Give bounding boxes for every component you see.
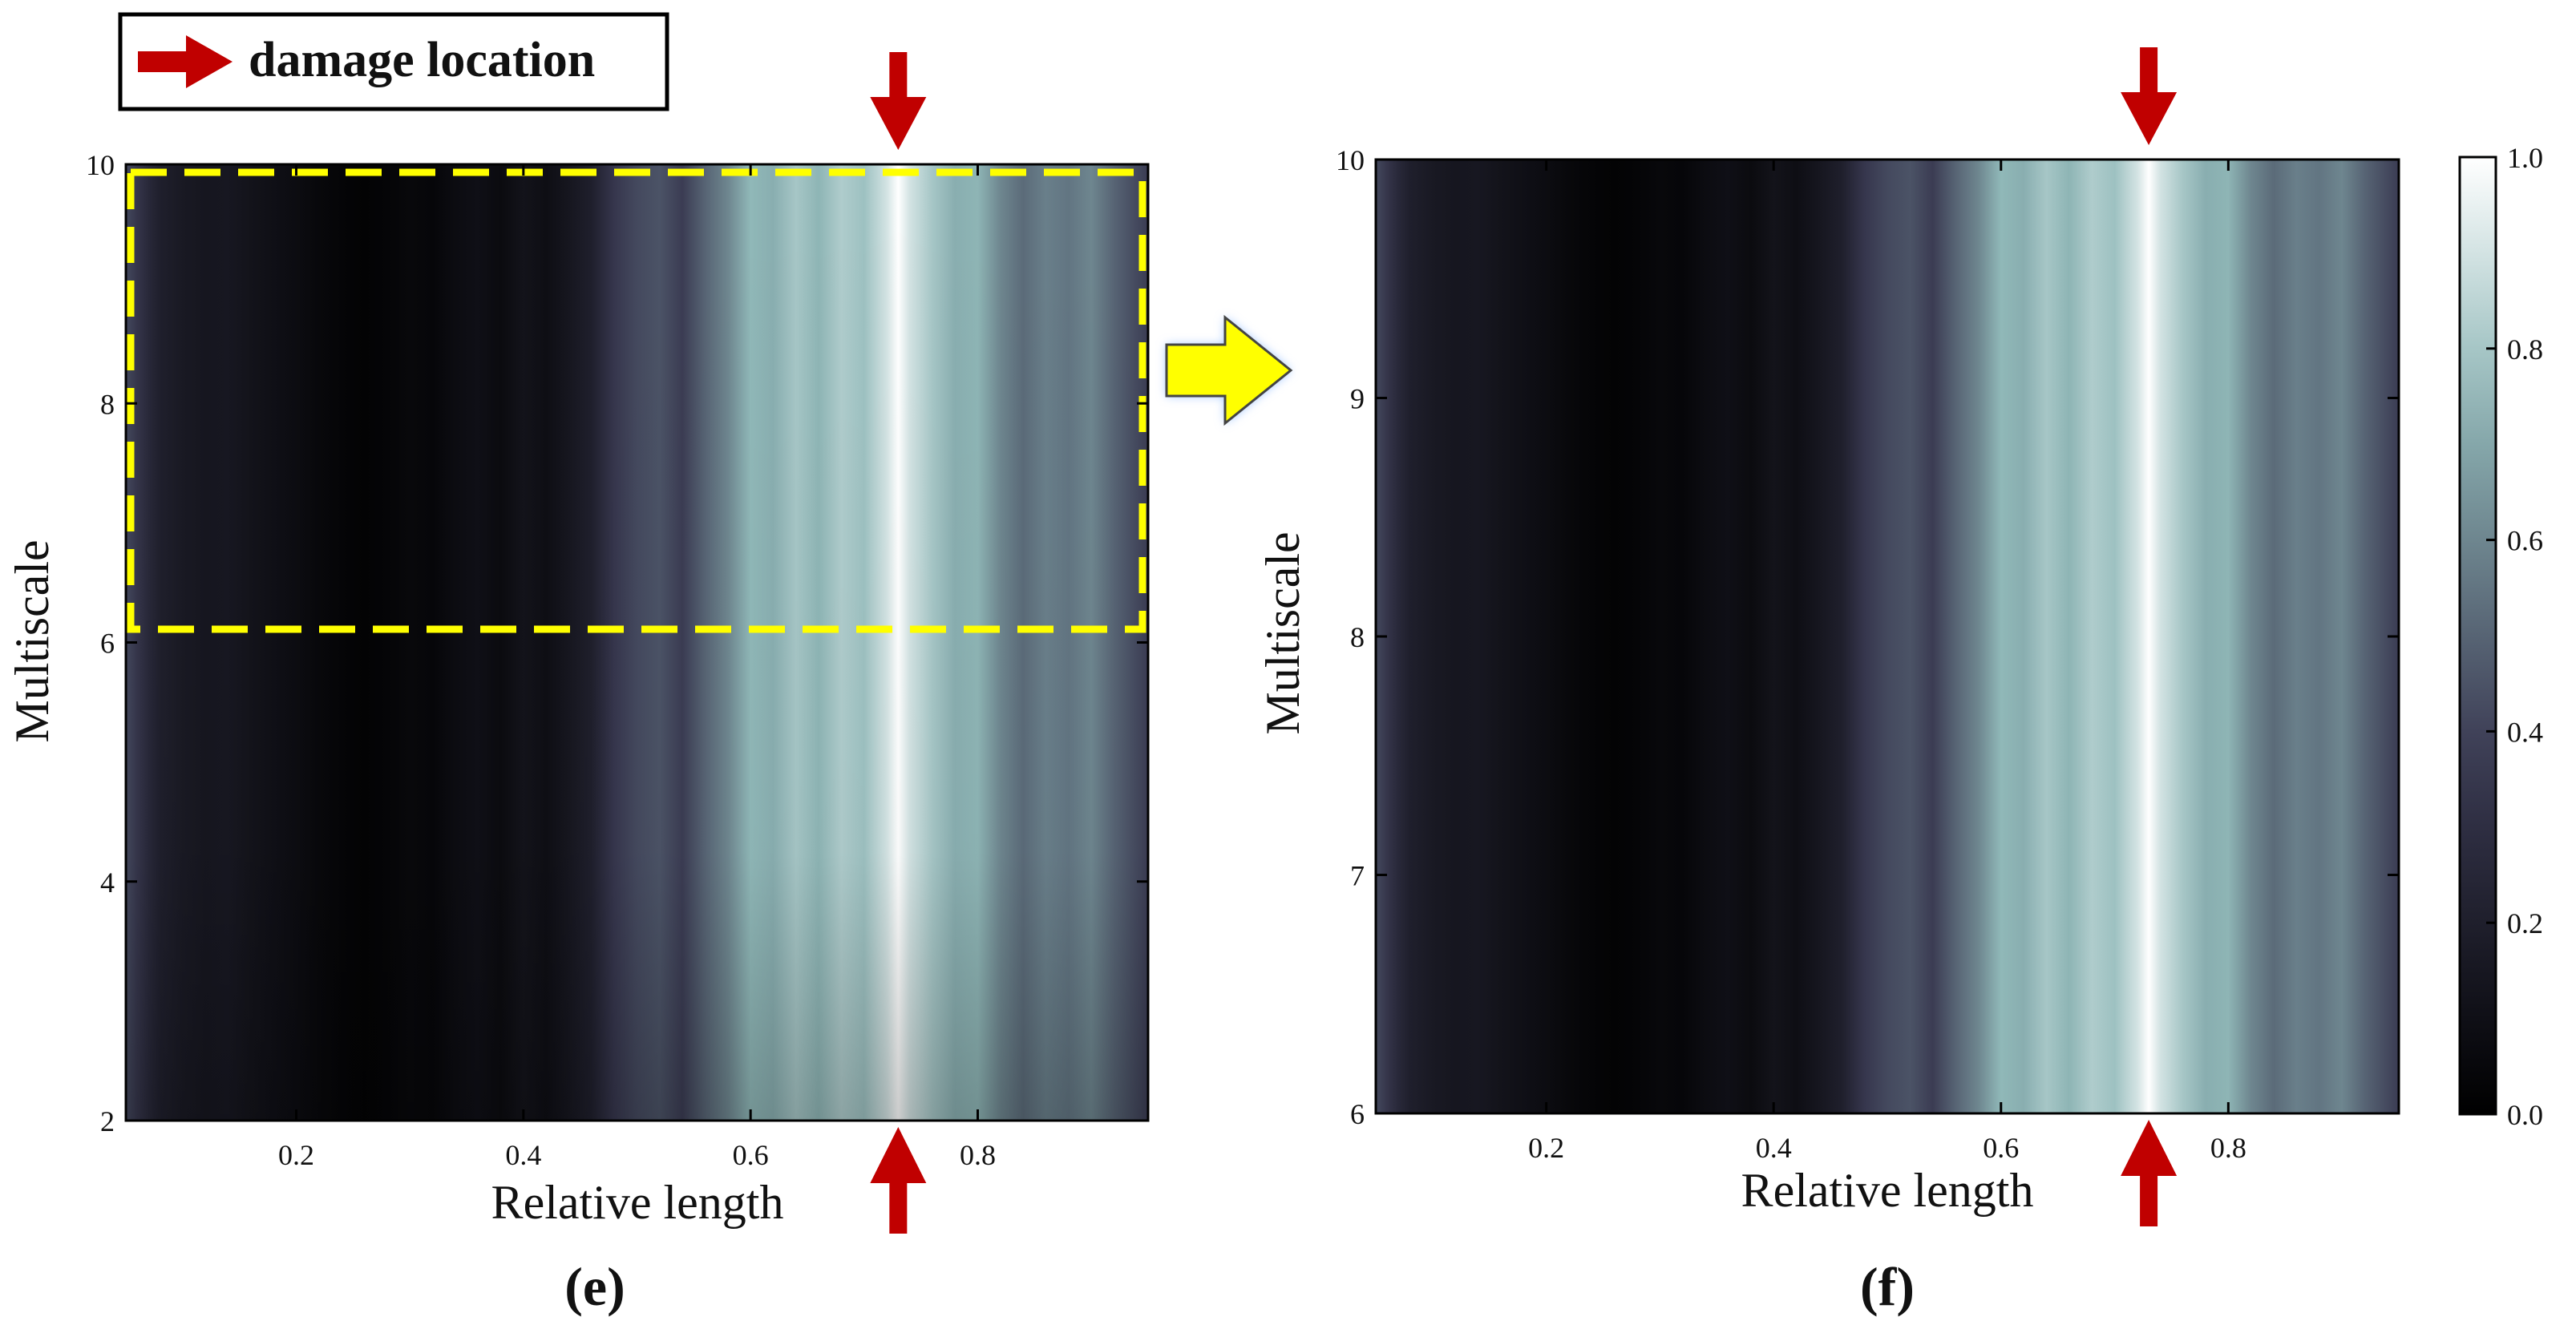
y-ticks-f: 6 7 8 9 10 (1336, 144, 2399, 1130)
y-tick-label: 7 (1350, 860, 1365, 892)
y-tick-label: 8 (100, 388, 115, 420)
fine-scale-stripes-e (126, 164, 1148, 1121)
x-tick-label: 0.4 (1756, 1132, 1792, 1164)
y-tick-label: 8 (1350, 621, 1365, 653)
x-tick-label: 0.2 (278, 1139, 314, 1171)
zoom-arrow-icon (1165, 314, 1293, 426)
panel-f: 0.2 0.4 0.6 0.8 6 7 8 9 10 Relative length Mult… (1256, 47, 2400, 1317)
damage-arrow-bottom-f (2121, 1120, 2178, 1226)
y-ticks-e: 2 4 6 8 10 (86, 149, 1148, 1137)
colorbar-tick-label: 0.4 (2507, 716, 2543, 748)
damage-arrow-bottom-e (870, 1127, 927, 1234)
colorbar-tick-label: 1.0 (2507, 142, 2543, 174)
y-axis-label-f: Multiscale (1256, 531, 1309, 734)
x-tick-label: 0.4 (505, 1139, 541, 1171)
y-tick-label: 10 (1336, 144, 1365, 176)
highlight-box-e (127, 168, 1146, 633)
x-tick-label: 0.6 (1983, 1132, 2019, 1164)
x-tick-label: 0.2 (1528, 1132, 1564, 1164)
panel-label-e: (e) (564, 1256, 625, 1317)
damage-arrow-top-f (2121, 47, 2178, 145)
y-tick-label: 6 (100, 628, 115, 660)
legend: damage location (118, 12, 669, 111)
panel-e: 0.2 0.4 0.6 0.8 2 4 6 8 10 Relative length Mult… (6, 52, 1150, 1317)
y-tick-label: 9 (1350, 383, 1365, 415)
y-tick-label: 10 (86, 149, 115, 181)
damage-arrow-top-e (870, 52, 927, 150)
x-tick-label: 0.6 (733, 1139, 769, 1171)
x-ticks-e: 0.2 0.4 0.6 0.8 (278, 164, 996, 1171)
colorbar-gradient (2460, 157, 2496, 1114)
x-axis-label-e: Relative length (491, 1176, 784, 1229)
y-tick-label: 4 (100, 867, 115, 899)
colorbar-tick-label: 0.6 (2507, 525, 2543, 557)
colorbar-ticks: 0.0 0.2 0.4 0.6 0.8 1.0 (2486, 142, 2543, 1131)
colorbar: 0.0 0.2 0.4 0.6 0.8 1.0 (2458, 142, 2543, 1131)
y-tick-label: 6 (1350, 1098, 1365, 1130)
x-axis-label-f: Relative length (1741, 1164, 2034, 1217)
colorbar-frame (2458, 156, 2497, 1116)
y-tick-label: 2 (100, 1105, 115, 1137)
x-ticks-f: 0.2 0.4 0.6 0.8 (1528, 160, 2246, 1164)
panel-label-f: (f) (1860, 1256, 1915, 1317)
legend-label: damage location (249, 33, 595, 87)
x-tick-label: 0.8 (2210, 1132, 2246, 1164)
colorbar-tick-label: 0.2 (2507, 907, 2543, 939)
y-axis-label-e: Multiscale (6, 539, 59, 742)
legend-arrow-icon (138, 35, 233, 88)
heatmap-f (1376, 160, 2399, 1113)
colorbar-tick-label: 0.8 (2507, 333, 2543, 366)
x-tick-label: 0.8 (960, 1139, 996, 1171)
colorbar-tick-label: 0.0 (2507, 1099, 2543, 1131)
